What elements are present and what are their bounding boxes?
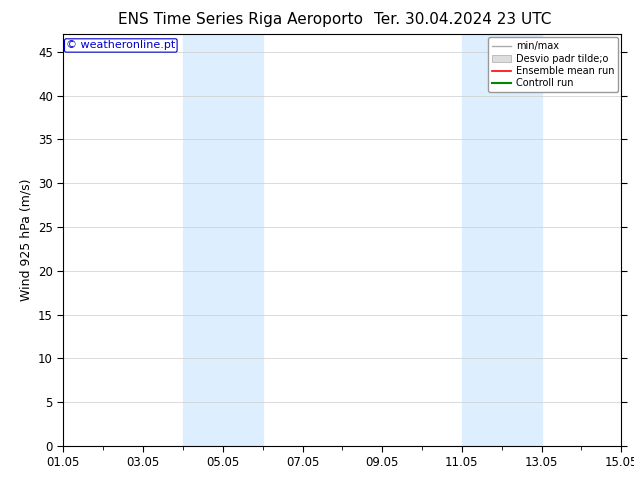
- Text: © weatheronline.pt: © weatheronline.pt: [66, 41, 176, 50]
- Bar: [183, 34, 262, 446]
- Text: ENS Time Series Riga Aeroporto: ENS Time Series Riga Aeroporto: [119, 12, 363, 27]
- Legend: min/max, Desvio padr tilde;o, Ensemble mean run, Controll run: min/max, Desvio padr tilde;o, Ensemble m…: [488, 37, 618, 92]
- Bar: [462, 34, 541, 446]
- Y-axis label: Wind 925 hPa (m/s): Wind 925 hPa (m/s): [20, 179, 32, 301]
- Text: Ter. 30.04.2024 23 UTC: Ter. 30.04.2024 23 UTC: [374, 12, 552, 27]
